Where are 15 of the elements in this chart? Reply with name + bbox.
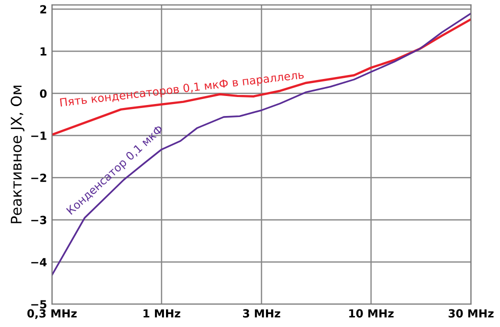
x-tick-label: 10 MHz xyxy=(349,309,394,318)
y-tick-label: −2 xyxy=(31,174,46,182)
y-tick-label: 2 xyxy=(40,5,46,14)
y-tick-label: −3 xyxy=(31,216,46,224)
y-tick-label: 0 xyxy=(40,89,47,98)
x-tick-label: 0,3 MHz xyxy=(27,309,77,319)
y-tick-label: −5 xyxy=(31,300,46,308)
x-tick-label: 1 MHz xyxy=(144,309,180,318)
text: Пять конденсаторов 0,1 мкФ в параллель xyxy=(60,70,304,109)
y-axis-title: Реактивное JX, Ом xyxy=(10,86,24,224)
x-tick-label: 3 MHz xyxy=(243,309,280,318)
y-tick-label: 1 xyxy=(40,47,46,56)
x-tick-label: 30 MHz xyxy=(448,309,494,318)
y-tick-label: −4 xyxy=(31,258,47,266)
y-tick-label: −1 xyxy=(31,132,46,140)
